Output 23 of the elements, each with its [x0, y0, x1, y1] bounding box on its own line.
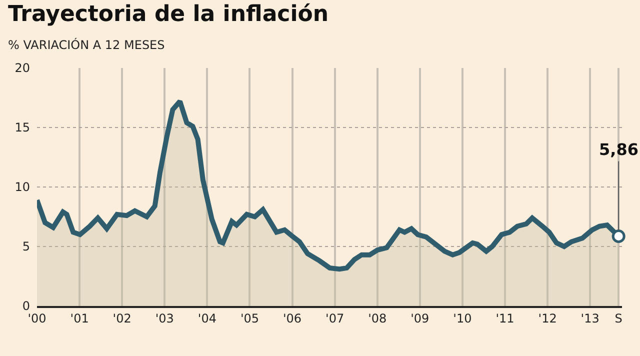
y-tick-label: 10 [14, 180, 30, 194]
x-tick-label: '09 [410, 311, 430, 326]
chart-subtitle: % VARIACIÓN A 12 MESES [8, 38, 165, 52]
y-tick-label: 15 [14, 120, 30, 135]
x-tick-label: '07 [326, 311, 344, 326]
y-tick-label: 20 [14, 61, 30, 76]
y-tick-label: 0 [22, 299, 30, 314]
x-tick-label: S [614, 311, 622, 326]
x-tick-label: '08 [368, 311, 387, 326]
x-tick-label: '01 [70, 311, 89, 326]
x-tick-label: '03 [155, 311, 174, 326]
annotation: 5,86 [599, 140, 638, 159]
x-tick-label: '11 [496, 311, 514, 326]
x-tick-label: '12 [538, 311, 557, 326]
x-tick-label: '04 [198, 311, 216, 326]
x-tick-label: '00 [28, 311, 46, 326]
chart-title: Trayectoria de la inflación [8, 2, 329, 27]
x-tick-label: '06 [282, 311, 302, 326]
x-tick-label: '05 [240, 311, 260, 326]
x-tick-label: '13 [580, 311, 600, 326]
x-tick-label: '02 [112, 311, 132, 326]
x-tick-label: '10 [453, 311, 472, 326]
y-tick-label: 5 [22, 240, 30, 254]
